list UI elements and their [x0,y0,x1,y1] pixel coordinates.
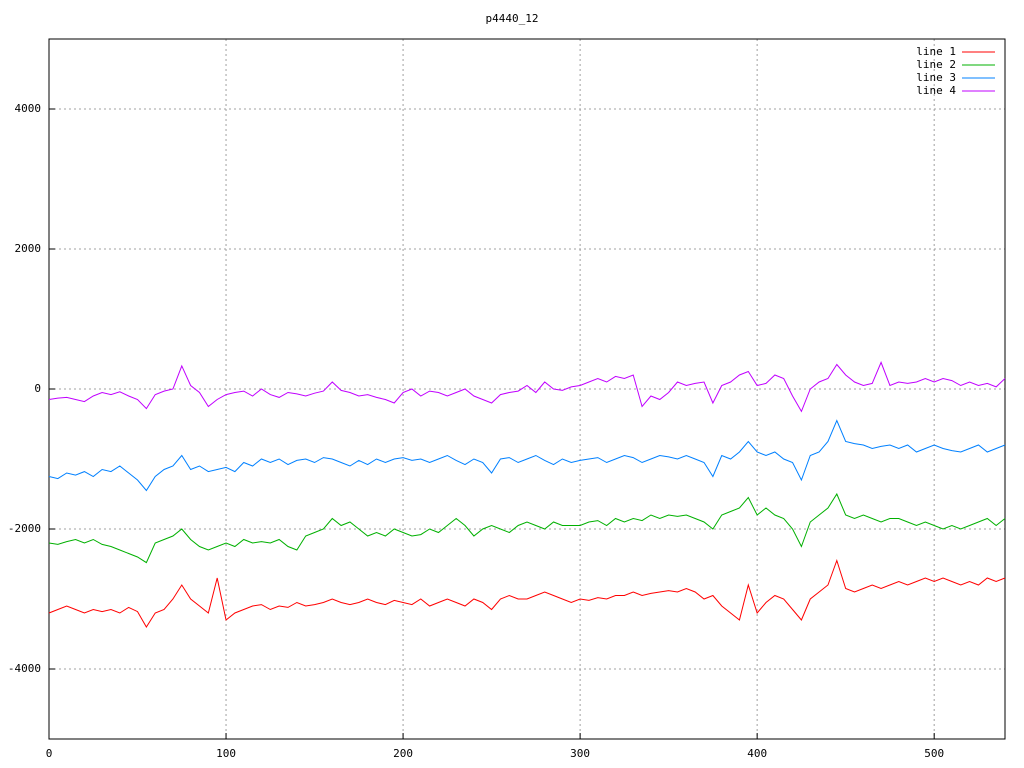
y-tick-label: -2000 [8,522,41,535]
x-tick-label: 100 [216,747,236,760]
x-tick-label: 300 [570,747,590,760]
legend-label: line 4 [916,84,956,97]
legend-label: line 1 [916,45,956,58]
x-tick-label: 200 [393,747,413,760]
chart-title: p4440_12 [486,12,539,25]
legend-label: line 2 [916,58,956,71]
data-line [48,361,1006,413]
data-line [48,558,1006,628]
y-tick-label: -4000 [8,662,41,675]
x-tick-label: 400 [747,747,767,760]
data-line [48,419,1006,492]
y-tick-label: 0 [34,382,41,395]
plot-border [48,38,1006,740]
legend-label: line 3 [916,71,956,84]
x-tick-label: 500 [924,747,944,760]
x-tick-label: 0 [46,747,53,760]
data-line [48,492,1006,564]
y-tick-label: 4000 [15,102,42,115]
y-tick-label: 2000 [15,242,42,255]
